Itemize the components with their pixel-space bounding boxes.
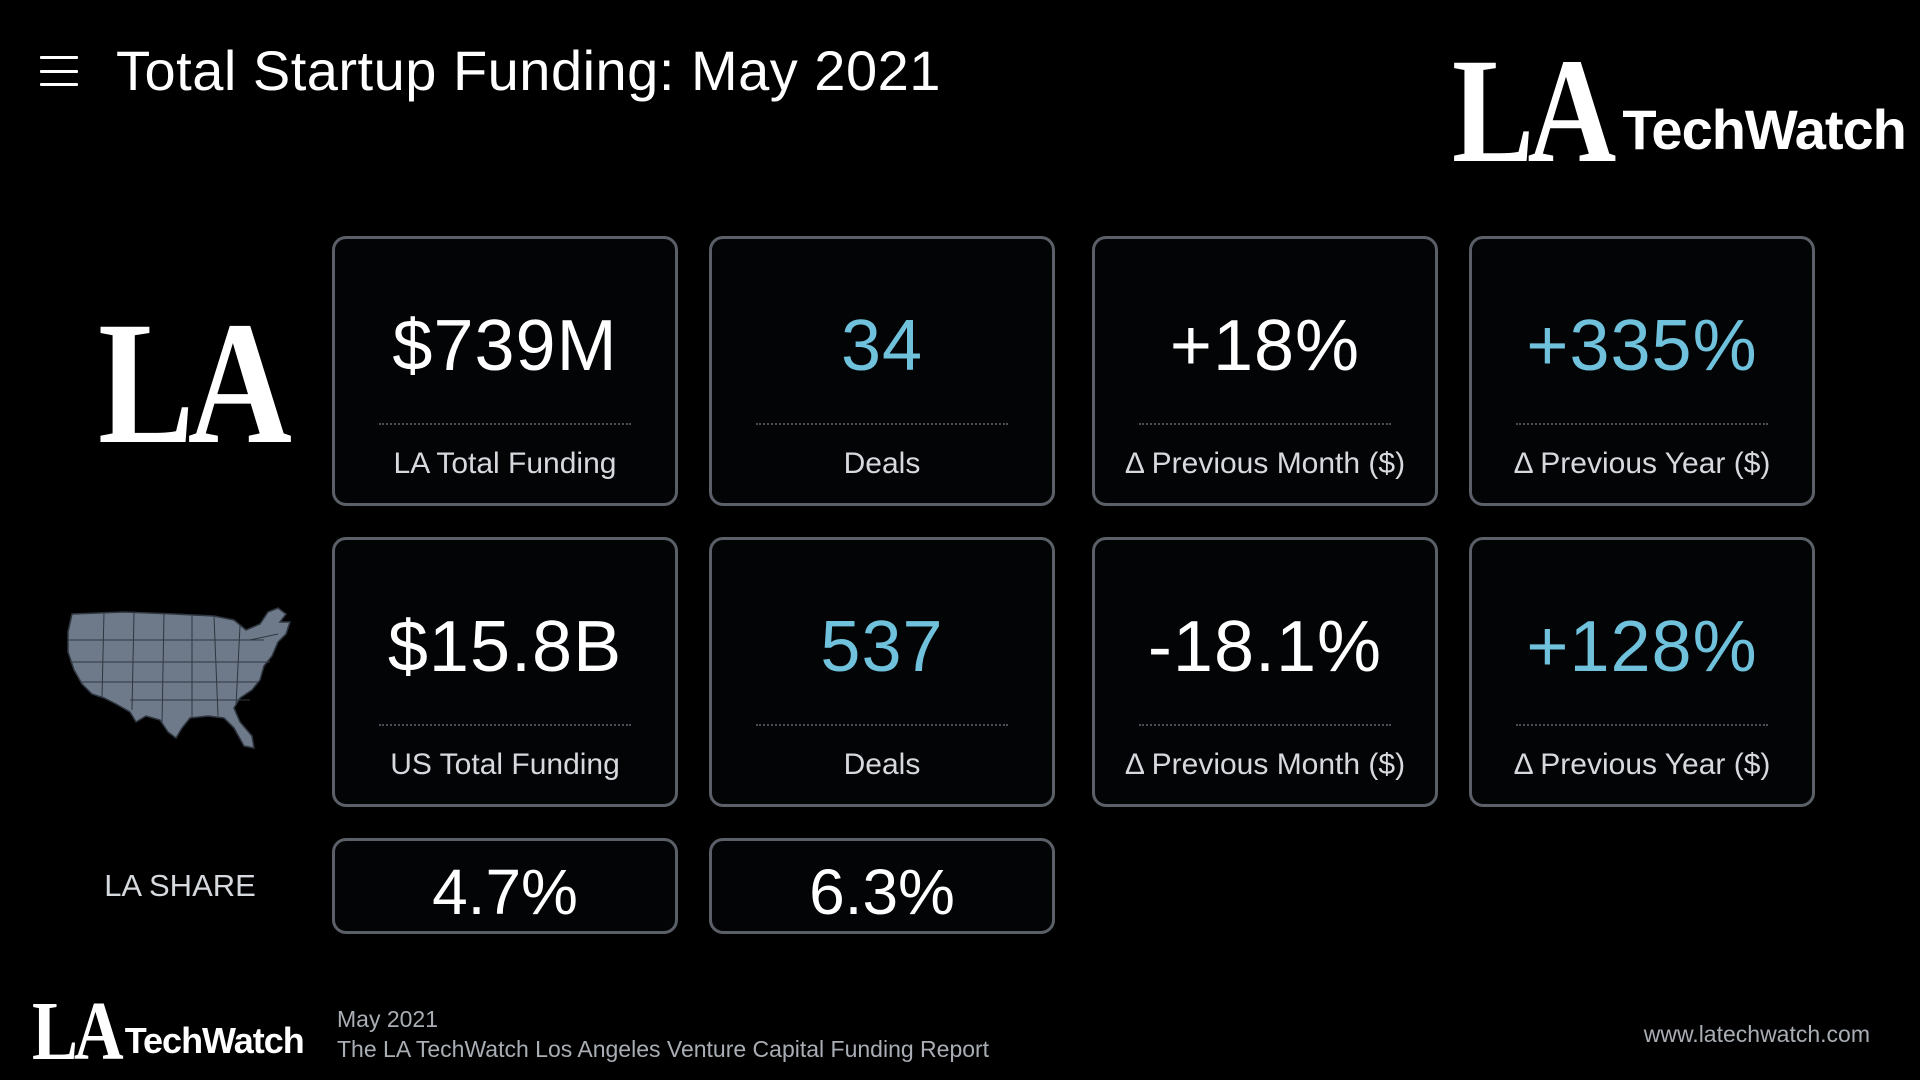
card-label: US Total Funding [390,748,620,781]
card-value: 34 [840,306,924,386]
page-title: Total Startup Funding: May 2021 [116,39,941,102]
share-value: 6.3% [809,856,955,928]
card-value: -18.1% [1147,607,1383,687]
card-divider [379,423,631,425]
card-label: Deals [843,447,921,480]
footer-date: May 2021 [337,1006,439,1032]
card-value: +18% [1169,306,1361,386]
card-label: Δ Previous Month ($) [1124,748,1406,781]
card-label: Deals [843,748,921,781]
us-previous-year-card: +128% Δ Previous Year ($) [1469,537,1815,807]
la-previous-month-card: +18% Δ Previous Month ($) [1092,236,1438,506]
logo-la-mark: LA [1452,28,1616,194]
card-divider [756,724,1008,726]
footer-report-title: The LA TechWatch Los Angeles Venture Cap… [337,1036,990,1062]
card-value: $15.8B [387,607,623,687]
latechwatch-logo: LA TechWatch [1452,28,1907,194]
hamburger-menu-icon[interactable] [40,56,78,86]
la-funding-share-box: 4.7% [332,838,678,934]
card-divider [1139,724,1391,726]
logo-techwatch-word: TechWatch [1622,98,1906,161]
card-value: +128% [1526,607,1758,687]
card-divider [1516,423,1768,425]
card-value: 537 [820,607,944,687]
footer-logo-la-mark: LA [32,985,124,1078]
footer-website-link[interactable]: www.latechwatch.com [1643,1021,1870,1047]
card-label: Δ Previous Year ($) [1513,447,1771,480]
us-total-funding-card: $15.8B US Total Funding [332,537,678,807]
la-total-funding-card: $739M LA Total Funding [332,236,678,506]
card-value: +335% [1526,306,1758,386]
la-deals-card: 34 Deals [709,236,1055,506]
footer-logo-techwatch-word: TechWatch [124,1020,305,1061]
us-previous-month-card: -18.1% Δ Previous Month ($) [1092,537,1438,807]
card-divider [1516,724,1768,726]
us-deals-card: 537 Deals [709,537,1055,807]
card-label: Δ Previous Month ($) [1124,447,1406,480]
usa-map-icon [67,607,292,749]
card-divider [756,423,1008,425]
card-divider [1139,423,1391,425]
card-divider [379,724,631,726]
card-value: $739M [392,306,618,386]
card-label: LA Total Funding [393,447,617,480]
share-value: 4.7% [432,856,578,928]
la-row-logo: LA [98,286,292,481]
card-label: Δ Previous Year ($) [1513,748,1771,781]
la-previous-year-card: +335% Δ Previous Year ($) [1469,236,1815,506]
footer-latechwatch-logo: LA TechWatch [32,985,305,1078]
la-share-label: LA SHARE [104,868,256,903]
la-deals-share-box: 6.3% [709,838,1055,934]
